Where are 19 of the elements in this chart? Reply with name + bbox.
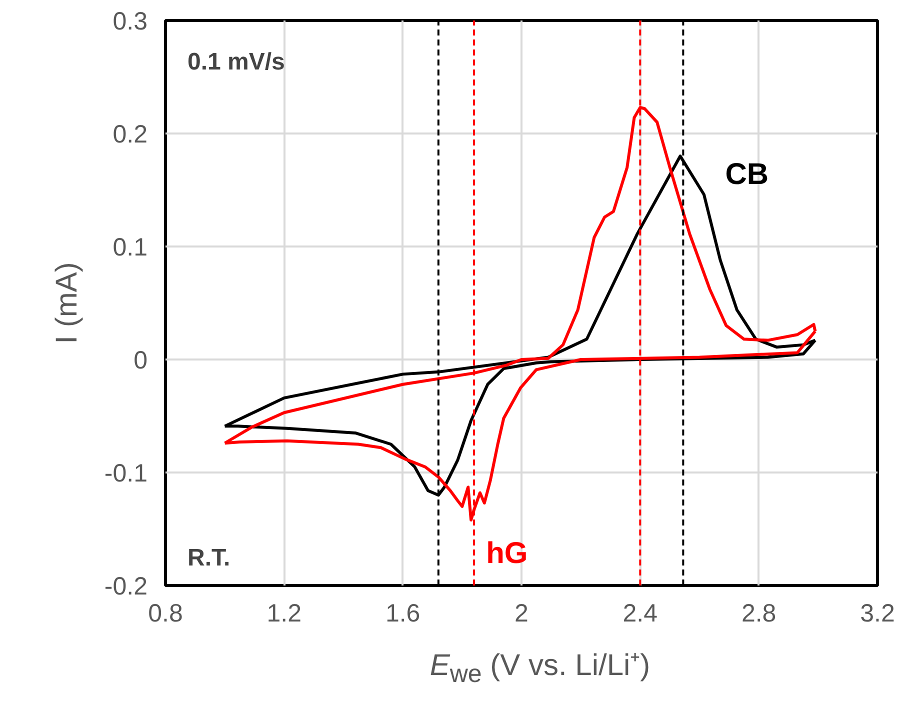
y-tick-label: 0.3 <box>112 8 148 36</box>
y-tick-label: -0.1 <box>104 460 148 488</box>
x-tick-label: 2 <box>514 600 528 628</box>
y-tick-label: -0.2 <box>104 572 148 600</box>
y-tick-label: 0 <box>134 346 148 374</box>
y-tick-label: 0.1 <box>112 234 148 262</box>
x-tick-label: 1.2 <box>266 600 302 628</box>
x-tick-label: 1.6 <box>385 600 420 628</box>
y-axis-title: I (mA) <box>50 262 84 344</box>
y-tick-label: 0.2 <box>112 120 148 148</box>
series-label: hG <box>486 536 528 570</box>
annotation: R.T. <box>188 544 230 572</box>
x-tick-label: 0.8 <box>148 600 183 628</box>
x-axis-title: E$_{we}$ (V vs. Li/Li⁺) <box>430 648 650 690</box>
series-label: CB <box>725 158 769 192</box>
x-tick-label: 3.2 <box>860 600 895 628</box>
annotation: 0.1 mV/s <box>188 48 285 76</box>
x-tick-label: 2.8 <box>741 600 776 628</box>
x-tick-label: 2.4 <box>622 600 658 628</box>
